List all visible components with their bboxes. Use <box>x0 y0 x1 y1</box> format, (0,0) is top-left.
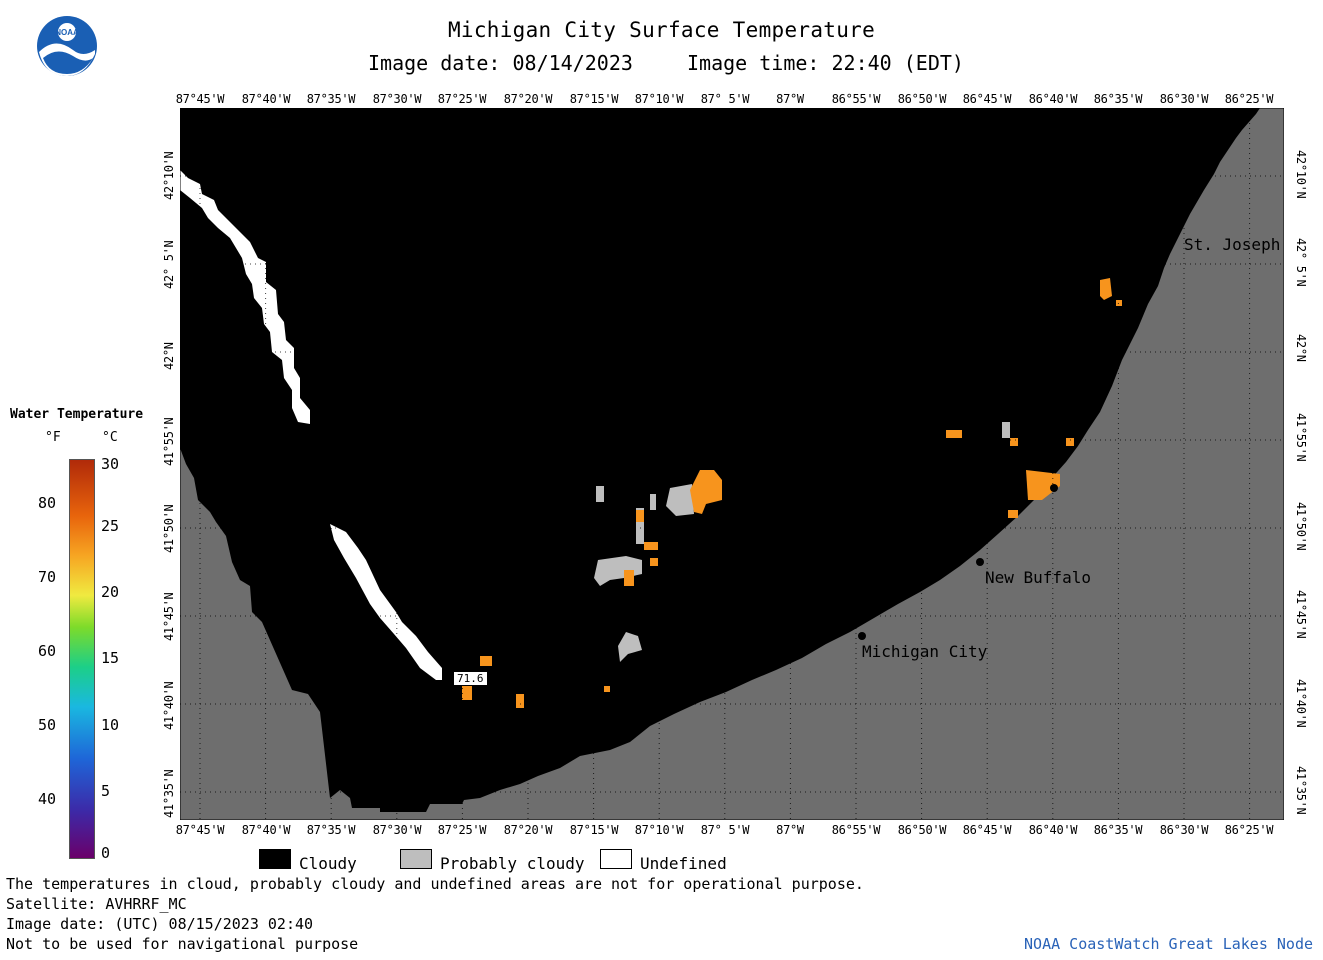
lake-cloudy-area <box>180 108 1260 812</box>
legend-c-15: 15 <box>101 649 120 667</box>
label-undefined: Undefined <box>640 854 727 873</box>
legend-title: Water Temperature <box>10 407 144 422</box>
chicago-marker <box>297 473 307 483</box>
lon-tick-top-11: 86°55'W <box>831 92 881 106</box>
lat-tick-left-4: 41°55'N <box>162 417 176 466</box>
lon-tick-top-3: 87°35'W <box>306 92 356 106</box>
undefined-strip-south <box>330 524 442 680</box>
legend-f-40: 40 <box>38 790 57 808</box>
lon-tick-top-15: 86°35'W <box>1093 92 1143 106</box>
lon-tick-top-17: 86°25'W <box>1224 92 1274 106</box>
footer-credit: NOAA CoastWatch Great Lakes Node <box>1024 935 1313 953</box>
lon-tick-bottom-12: 86°50'W <box>897 823 947 837</box>
label-chicago: Chicago <box>229 482 297 501</box>
lat-tick-left-8: 41°35'N <box>162 769 176 818</box>
lon-tick-bottom-1: 87°45'W <box>175 823 225 837</box>
legend-unit-c: °C <box>102 430 118 445</box>
lon-tick-bottom-13: 86°45'W <box>962 823 1012 837</box>
lat-tick-right-8: 41°35'N <box>1294 766 1308 815</box>
legend-c-5: 5 <box>101 782 111 800</box>
lon-tick-top-6: 87°20'W <box>503 92 553 106</box>
lat-tick-left-7: 41°40'N <box>162 681 176 730</box>
label-michigan-city: Michigan City <box>862 642 988 661</box>
lon-tick-top-12: 86°50'W <box>897 92 947 106</box>
lat-tick-left-5: 41°50'N <box>162 504 176 553</box>
station-reading: 71.6 <box>453 671 488 686</box>
lat-tick-left-3: 42°N <box>162 342 176 370</box>
footer-disclaimer: The temperatures in cloud, probably clou… <box>6 875 864 893</box>
footer-utc-date: Image date: (UTC) 08/15/2023 02:40 <box>6 915 314 933</box>
label-cloudy: Cloudy <box>299 854 357 873</box>
map-panel <box>180 108 1284 820</box>
legend-f-50: 50 <box>38 716 57 734</box>
legend-f-60: 60 <box>38 642 57 660</box>
lon-tick-bottom-11: 86°55'W <box>831 823 881 837</box>
footer-satellite: Satellite: AVHRRF_MC <box>6 895 187 913</box>
lat-tick-right-7: 41°40'N <box>1294 679 1308 728</box>
legend-f-80: 80 <box>38 494 57 512</box>
lon-tick-top-7: 87°15'W <box>569 92 619 106</box>
probably-cloudy-patches <box>594 422 1010 662</box>
lon-tick-bottom-7: 87°15'W <box>569 823 619 837</box>
lon-tick-top-2: 87°40'W <box>241 92 291 106</box>
lon-tick-bottom-3: 87°35'W <box>306 823 356 837</box>
footer-navigation-note: Not to be used for navigational purpose <box>6 935 359 953</box>
lon-tick-top-13: 86°45'W <box>962 92 1012 106</box>
lon-tick-top-16: 86°30'W <box>1159 92 1209 106</box>
lon-tick-bottom-2: 87°40'W <box>241 823 291 837</box>
label-new-buffalo: New Buffalo <box>985 568 1091 587</box>
lon-tick-top-9: 87° 5'W <box>700 92 750 106</box>
lon-tick-top-14: 86°40'W <box>1028 92 1078 106</box>
legend-c-25: 25 <box>101 517 120 535</box>
new-buffalo-marker <box>976 558 984 566</box>
michigan-city-marker <box>858 632 866 640</box>
lon-tick-bottom-14: 86°40'W <box>1028 823 1078 837</box>
legend-c-10: 10 <box>101 716 120 734</box>
swatch-undefined <box>600 849 632 869</box>
legend-c-0: 0 <box>101 844 111 862</box>
logo-text: NOAA <box>55 28 79 37</box>
lon-tick-top-4: 87°30'W <box>372 92 422 106</box>
graticule <box>180 108 1284 820</box>
lat-tick-right-1: 42°10'N <box>1294 150 1308 199</box>
lon-tick-bottom-5: 87°25'W <box>437 823 487 837</box>
lat-tick-right-6: 41°45'N <box>1294 590 1308 639</box>
image-time: Image time: 22:40 (EDT) <box>687 51 964 75</box>
map-title: Michigan City Surface Temperature <box>447 18 876 42</box>
undefined-strip-west <box>180 170 310 424</box>
lon-tick-bottom-6: 87°20'W <box>503 823 553 837</box>
lon-tick-bottom-15: 86°35'W <box>1093 823 1143 837</box>
label-st-joseph: St. Joseph <box>1184 235 1281 254</box>
lon-tick-bottom-4: 87°30'W <box>372 823 422 837</box>
legend-f-70: 70 <box>38 568 57 586</box>
lon-tick-top-10: 87°W <box>776 92 804 106</box>
image-date: Image date: 08/14/2023 <box>368 51 633 75</box>
lon-tick-top-5: 87°25'W <box>437 92 487 106</box>
lon-tick-bottom-10: 87°W <box>776 823 804 837</box>
lat-tick-right-5: 41°50'N <box>1294 502 1308 551</box>
lon-tick-top-1: 87°45'W <box>175 92 225 106</box>
swatch-probably-cloudy <box>400 849 432 869</box>
lon-tick-bottom-9: 87° 5'W <box>700 823 750 837</box>
label-probably-cloudy: Probably cloudy <box>440 854 585 873</box>
swatch-cloudy <box>259 849 291 869</box>
temperature-colorbar <box>69 459 95 859</box>
lat-tick-left-2: 42° 5'N <box>162 240 176 289</box>
lat-tick-left-1: 42°10'N <box>162 151 176 200</box>
lat-tick-left-6: 41°45'N <box>162 592 176 641</box>
noaa-logo: NOAA <box>37 16 97 76</box>
lon-tick-bottom-17: 86°25'W <box>1224 823 1274 837</box>
warm-water-patches <box>462 278 1122 708</box>
lon-tick-bottom-16: 86°30'W <box>1159 823 1209 837</box>
legend-c-20: 20 <box>101 583 120 601</box>
lat-tick-right-4: 41°55'N <box>1294 413 1308 462</box>
lat-tick-right-2: 42° 5'N <box>1294 238 1308 287</box>
coast-marker <box>1050 484 1058 492</box>
lat-tick-right-3: 42°N <box>1294 334 1308 362</box>
legend-unit-f: °F <box>45 430 61 445</box>
lon-tick-bottom-8: 87°10'W <box>634 823 684 837</box>
lon-tick-top-8: 87°10'W <box>634 92 684 106</box>
legend-c-30: 30 <box>101 455 120 473</box>
